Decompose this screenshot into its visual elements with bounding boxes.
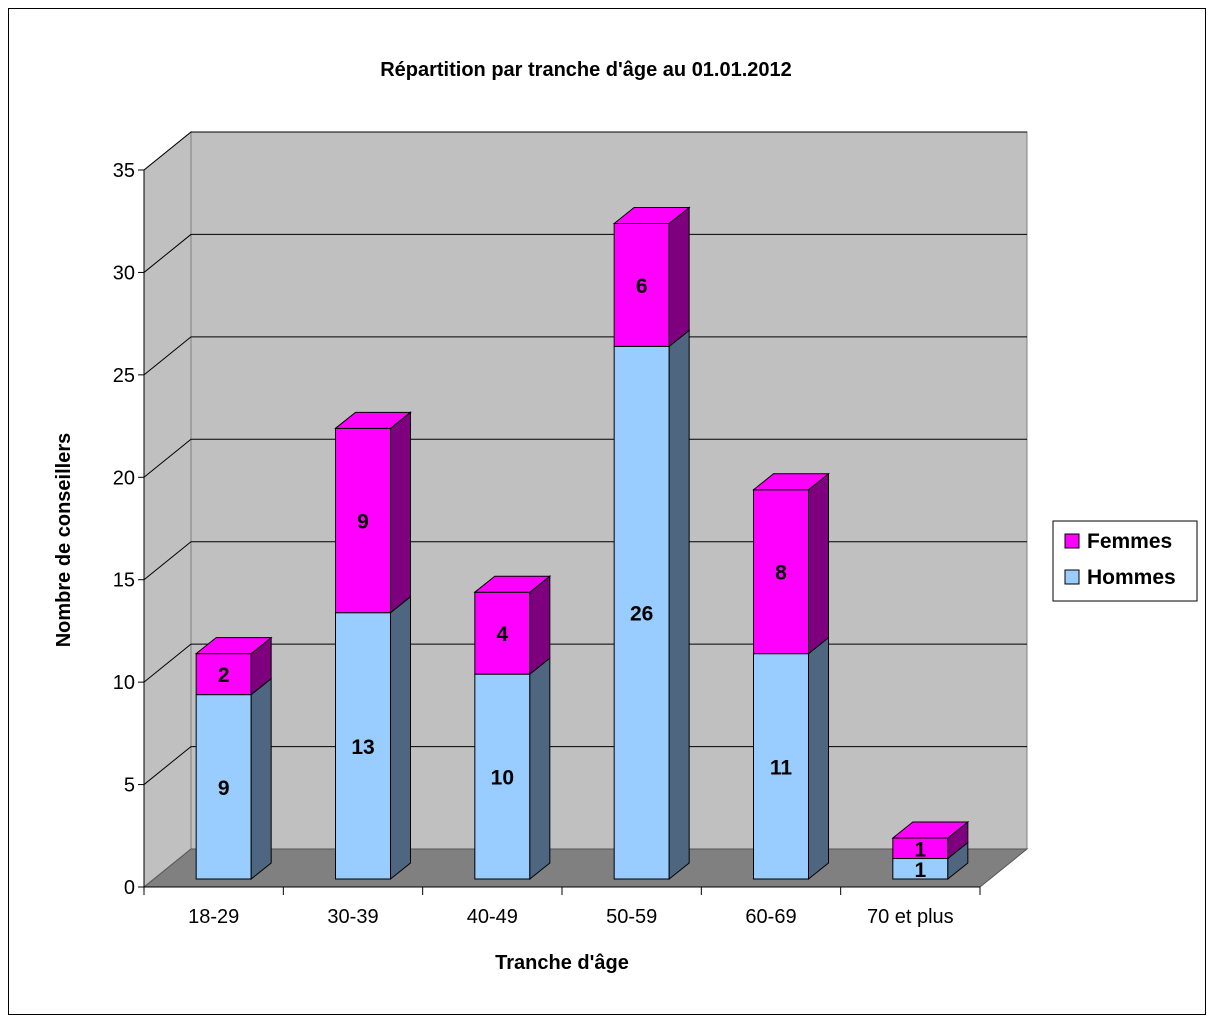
- x-tick-label: 60-69: [745, 906, 796, 928]
- bar-hommes-side: [390, 595, 411, 881]
- data-label-femmes: 8: [775, 562, 787, 585]
- y-tick-label: 10: [113, 672, 135, 694]
- bar-femmes-front: [195, 653, 252, 696]
- gridline: [143, 233, 1027, 273]
- bar-hommes-side: [250, 677, 272, 881]
- x-tick-label: 50-59: [606, 906, 657, 928]
- legend-label-femmes: Femmes: [1087, 530, 1172, 553]
- gridline: [143, 746, 1027, 785]
- bar-femmes-top: [891, 821, 970, 839]
- bar-femmes-top: [334, 411, 412, 429]
- bar-hommes-side: [808, 636, 829, 881]
- bar-femmes-side: [668, 206, 690, 348]
- axes: 0 5 10 15 20 25 30 35 18-29 30-39 40-49 50-59 60-69 7…: [113, 160, 981, 928]
- data-labels: 9 2 13 9 10 4 26 6 11 8 11: [218, 275, 927, 882]
- legend-swatch-hommes: [1064, 569, 1080, 585]
- y-tick-label: 0: [124, 877, 135, 899]
- bar-femmes-top: [612, 206, 691, 224]
- grid-lines: [143, 131, 1027, 785]
- data-label-hommes: 13: [351, 736, 374, 759]
- data-label-hommes: 26: [630, 603, 653, 626]
- y-tick-label: 25: [113, 365, 135, 387]
- x-tick-label: 30-39: [327, 906, 378, 928]
- gridline: [143, 131, 1027, 171]
- chart-title: Répartition par tranche d'âge au 01.01.2…: [380, 59, 792, 81]
- bars: [194, 206, 970, 881]
- x-tick-label: 70 et plus: [867, 906, 954, 928]
- back-wall: [190, 131, 1028, 850]
- data-label-femmes: 9: [357, 511, 369, 534]
- legend-label-hommes: Hommes: [1087, 566, 1176, 589]
- y-axis-title: Nombre de conseillers: [53, 433, 75, 648]
- bar-femmes-front: [335, 427, 391, 614]
- data-label-femmes: 2: [218, 664, 230, 687]
- bar-femmes-top: [752, 473, 830, 491]
- data-label-hommes: 9: [218, 777, 230, 800]
- x-tick-label: 18-29: [188, 906, 239, 928]
- data-label-hommes: 10: [491, 767, 514, 790]
- bar-hommes-side: [529, 657, 551, 881]
- data-label-femmes: 4: [496, 623, 508, 646]
- bar-femmes-top: [194, 637, 273, 655]
- bar-hommes-front: [753, 653, 809, 880]
- data-label-femmes: 6: [636, 275, 648, 298]
- x-tick-label: 40-49: [467, 906, 518, 928]
- data-label-hommes: 11: [770, 756, 793, 779]
- bar-hommes-front: [474, 673, 531, 880]
- gridline: [143, 336, 1027, 376]
- bar-femmes-side: [390, 411, 411, 614]
- y-tick-label: 35: [113, 160, 135, 182]
- bar-hommes-front: [613, 345, 670, 880]
- x-axis-title: Tranche d'âge: [495, 952, 629, 974]
- side-wall: [143, 130, 192, 889]
- legend-swatch-femmes: [1064, 533, 1080, 549]
- bar-femmes-side: [808, 472, 829, 655]
- bar-femmes-front: [613, 222, 670, 347]
- legend: Femmes Hommes: [1052, 520, 1198, 602]
- bar-hommes-side: [668, 329, 690, 881]
- data-label-hommes: 1: [914, 859, 926, 882]
- data-label-femmes: 1: [914, 838, 926, 861]
- gridline: [143, 643, 1027, 683]
- y-tick-label: 20: [113, 467, 135, 489]
- y-tick-label: 15: [113, 570, 135, 592]
- y-tick-label: 30: [113, 262, 135, 284]
- gridline: [143, 438, 1027, 478]
- y-tick-label: 5: [124, 775, 135, 797]
- chart-walls: [142, 130, 1029, 889]
- bar-hommes-front: [335, 612, 391, 880]
- bar-femmes-side: [529, 575, 551, 676]
- bar-hommes-front: [195, 694, 252, 880]
- gridline: [143, 541, 1027, 581]
- bar-femmes-top: [473, 575, 552, 593]
